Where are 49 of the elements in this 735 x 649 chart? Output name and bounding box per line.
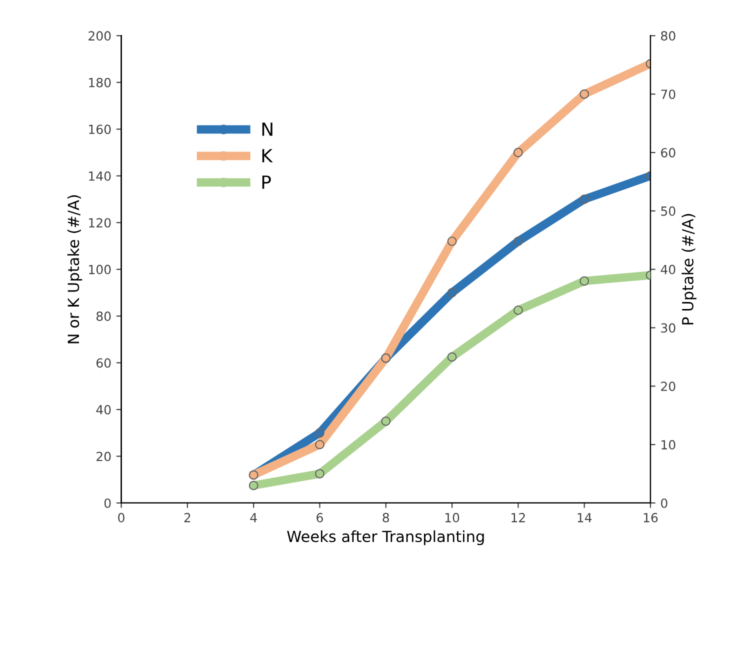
x-tick-label: 16: [644, 512, 658, 522]
x-tick-label: 6: [316, 512, 323, 522]
y-tick-label: 20: [96, 452, 111, 462]
y-tick-label: 180: [89, 78, 111, 88]
point: [447, 236, 457, 246]
point: [513, 148, 523, 158]
point: [580, 89, 590, 99]
point: [315, 428, 324, 438]
y2-tick-label: 40: [660, 264, 676, 274]
x-axis-title: Weeks after Transplanting: [287, 530, 484, 546]
y-tick-label: 140: [89, 171, 111, 181]
point: [447, 288, 457, 298]
y2-tick-label: 30: [661, 323, 676, 333]
x-tick-label: 10: [445, 512, 460, 522]
y-tick-label: 0: [104, 498, 111, 508]
point: [248, 480, 258, 490]
x-tick-label: 12: [512, 512, 525, 522]
legend-label: K: [262, 149, 273, 162]
y-tick-label: 200: [88, 31, 111, 41]
y-tick-label: 160: [89, 124, 111, 134]
point: [447, 352, 457, 362]
y2-tick-label: 0: [661, 498, 668, 508]
x-tick-label: 2: [184, 512, 190, 522]
y-tick-label: 120: [89, 218, 111, 228]
point: [315, 440, 324, 450]
y2-tick-label: 50: [661, 206, 676, 216]
point: [315, 469, 324, 478]
point: [513, 306, 523, 315]
point: [580, 276, 590, 286]
y-axis-title: N or K Uptake (#/A): [67, 195, 82, 344]
y2-tick-label: 60: [661, 148, 676, 158]
y2-tick-label: 10: [662, 440, 676, 450]
y-tick-label: 100: [89, 264, 111, 274]
x-tick-label: 8: [382, 512, 389, 522]
x-tick-label: 0: [118, 512, 124, 522]
legend-label: N: [262, 122, 272, 136]
point: [381, 416, 391, 426]
y-tick-label: 60: [96, 358, 111, 368]
y-tick-label: 80: [96, 312, 111, 321]
y2-tick-label: 20: [661, 382, 676, 392]
x-tick-label: 4: [250, 513, 257, 522]
x-tick-label: 14: [578, 513, 592, 522]
legend-label: P: [262, 176, 271, 189]
y2-tick-label: 80: [661, 31, 676, 41]
y2-tick-label: 70: [661, 90, 676, 100]
y-tick-label: 40: [96, 404, 111, 414]
point: [580, 194, 590, 204]
point: [513, 236, 523, 246]
y2-axis-title: P Uptake (#/A): [682, 214, 696, 324]
